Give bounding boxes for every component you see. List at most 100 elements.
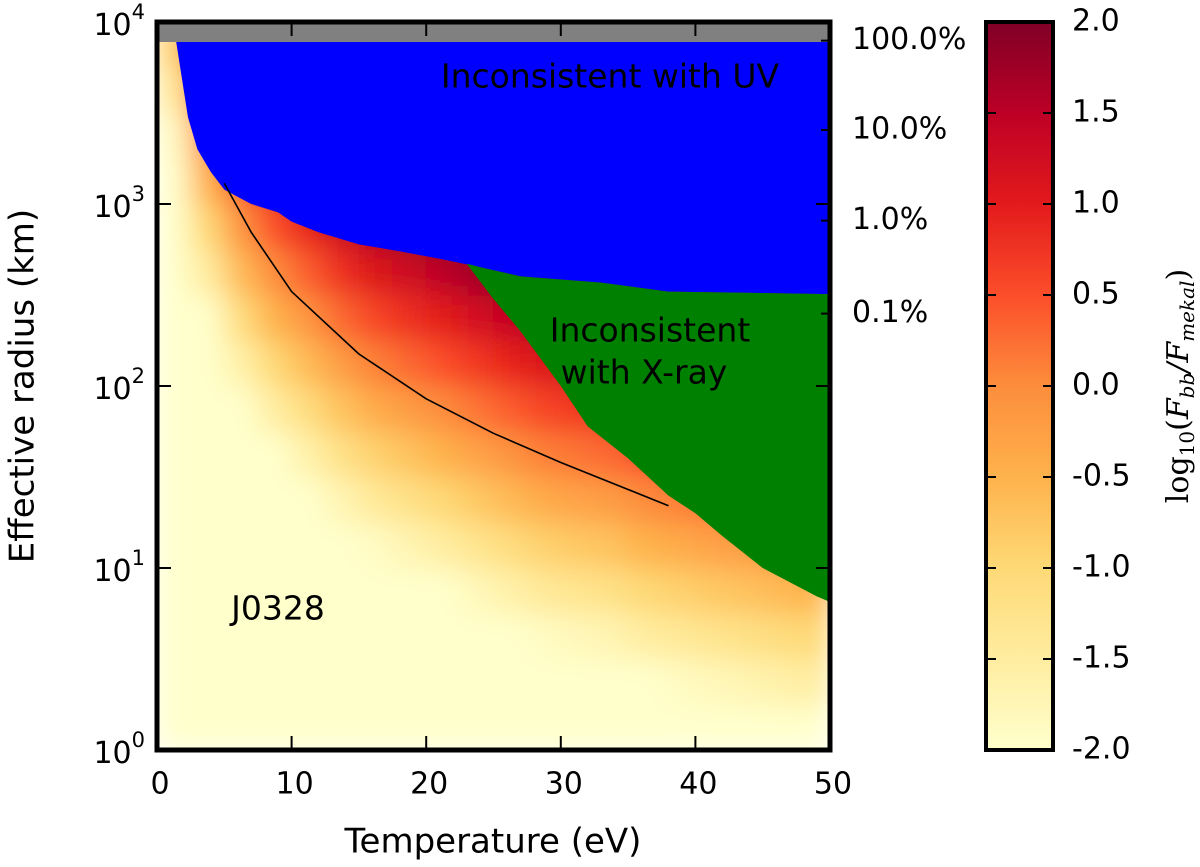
x-tick-label: 10: [276, 767, 314, 802]
heat-cell: [291, 385, 326, 432]
heat-cell: [257, 567, 293, 614]
heat-cell: [291, 567, 326, 614]
heat-cell: [392, 340, 427, 387]
heat-cell: [627, 522, 663, 569]
heat-cell: [459, 294, 494, 342]
heat-cell: [223, 612, 259, 660]
heat-cell: [459, 567, 494, 614]
heat-cell: [392, 385, 427, 432]
annotation: with X-ray: [561, 353, 728, 392]
heat-cell: [157, 704, 192, 750]
heat-cell: [392, 704, 427, 750]
heat-cell: [661, 522, 696, 569]
heat-cell: [257, 430, 293, 478]
heat-cell: [593, 704, 629, 750]
heat-cell: [190, 248, 225, 296]
heat-cell: [257, 522, 293, 569]
heat-cell: [627, 612, 663, 660]
masks: [175, 22, 830, 603]
heat-cell: [459, 430, 494, 478]
heat-cell: [526, 612, 562, 660]
cb-label-part: 10: [1175, 431, 1199, 456]
colorbar-tick-label: 0.5: [1072, 277, 1120, 312]
y-tick-base: 10: [93, 736, 131, 771]
y-tick-exponent: 1: [132, 546, 145, 570]
heat-cell: [526, 522, 562, 569]
heat-cell: [526, 385, 562, 432]
heat-cell: [795, 704, 830, 750]
y-tick-exponent: 2: [132, 364, 145, 388]
heat-cell: [392, 294, 427, 342]
x-tick-label: 50: [814, 767, 852, 802]
x-tick-label: 0: [150, 767, 169, 802]
heat-cell: [324, 476, 360, 524]
heat-cell: [157, 612, 192, 660]
heat-cell: [392, 612, 427, 660]
heat-cell: [157, 112, 192, 159]
heat-cell: [223, 430, 259, 478]
xray-excluded-region: [466, 263, 830, 603]
cb-label-part: log: [1161, 456, 1196, 503]
heat-cell: [324, 385, 360, 432]
heat-cell: [257, 612, 293, 660]
heat-cell: [291, 248, 326, 296]
colorbar-tick-label: -2.0: [1072, 732, 1131, 767]
y2-tick-label: 10.0%: [852, 112, 947, 147]
heat-cell: [694, 658, 730, 706]
heat-cell: [526, 476, 562, 524]
heat-cell: [324, 612, 360, 660]
heat-cell: [459, 658, 494, 706]
heat-cell: [190, 704, 225, 750]
heat-cell: [795, 658, 830, 706]
heat-cell: [291, 704, 326, 750]
y2-tick-label: 0.1%: [852, 295, 928, 330]
heat-cell: [324, 248, 360, 296]
heat-cell: [291, 522, 326, 569]
y-tick-base: 10: [93, 8, 131, 43]
heat-cell: [425, 340, 461, 387]
heat-cell: [257, 340, 293, 387]
colorbar-tick-label: 1.5: [1072, 95, 1120, 130]
heat-cell: [694, 612, 730, 660]
heat-cell: [157, 203, 192, 250]
colorbar-tick-label: -1.0: [1072, 550, 1131, 585]
heat-cell: [493, 612, 528, 660]
heat-cell: [358, 612, 394, 660]
heat-cell: [526, 567, 562, 614]
heat-cell: [157, 340, 192, 387]
heat-cell: [358, 430, 394, 478]
heat-cell: [190, 612, 225, 660]
cb-label-part: /: [1161, 360, 1196, 376]
heat-cell: [358, 522, 394, 569]
y-tick-label: 102: [93, 364, 145, 407]
heat-cell: [157, 567, 192, 614]
y2-tick-label: 100.0%: [852, 22, 966, 57]
heat-cell: [392, 567, 427, 614]
heat-cell: [190, 203, 225, 250]
heat-cell: [291, 430, 326, 478]
heat-cell: [324, 294, 360, 342]
cb-label-part: mekal: [1175, 281, 1199, 342]
heat-cell: [157, 157, 192, 205]
heat-cell: [593, 476, 629, 524]
heat-cell: [291, 612, 326, 660]
y-tick-label: 100: [93, 728, 145, 771]
heat-cell: [223, 658, 259, 706]
cb-label-part: F: [1161, 397, 1196, 420]
heat-cell: [157, 476, 192, 524]
y-tick-base: 10: [93, 554, 131, 589]
heat-cell: [661, 704, 696, 750]
y-tick-label: 101: [93, 546, 145, 589]
cb-label-part: F: [1161, 341, 1196, 364]
heat-cell: [795, 612, 830, 660]
y2-tick-label: 1.0%: [852, 202, 928, 237]
y-tick-label: 103: [93, 182, 145, 225]
heat-cell: [627, 704, 663, 750]
heat-cell: [157, 248, 192, 296]
colorbar-tick-label: -1.5: [1072, 641, 1131, 676]
heat-cell: [257, 658, 293, 706]
heat-cell: [324, 340, 360, 387]
heat-cell: [291, 658, 326, 706]
x-tick-label: 20: [410, 767, 448, 802]
